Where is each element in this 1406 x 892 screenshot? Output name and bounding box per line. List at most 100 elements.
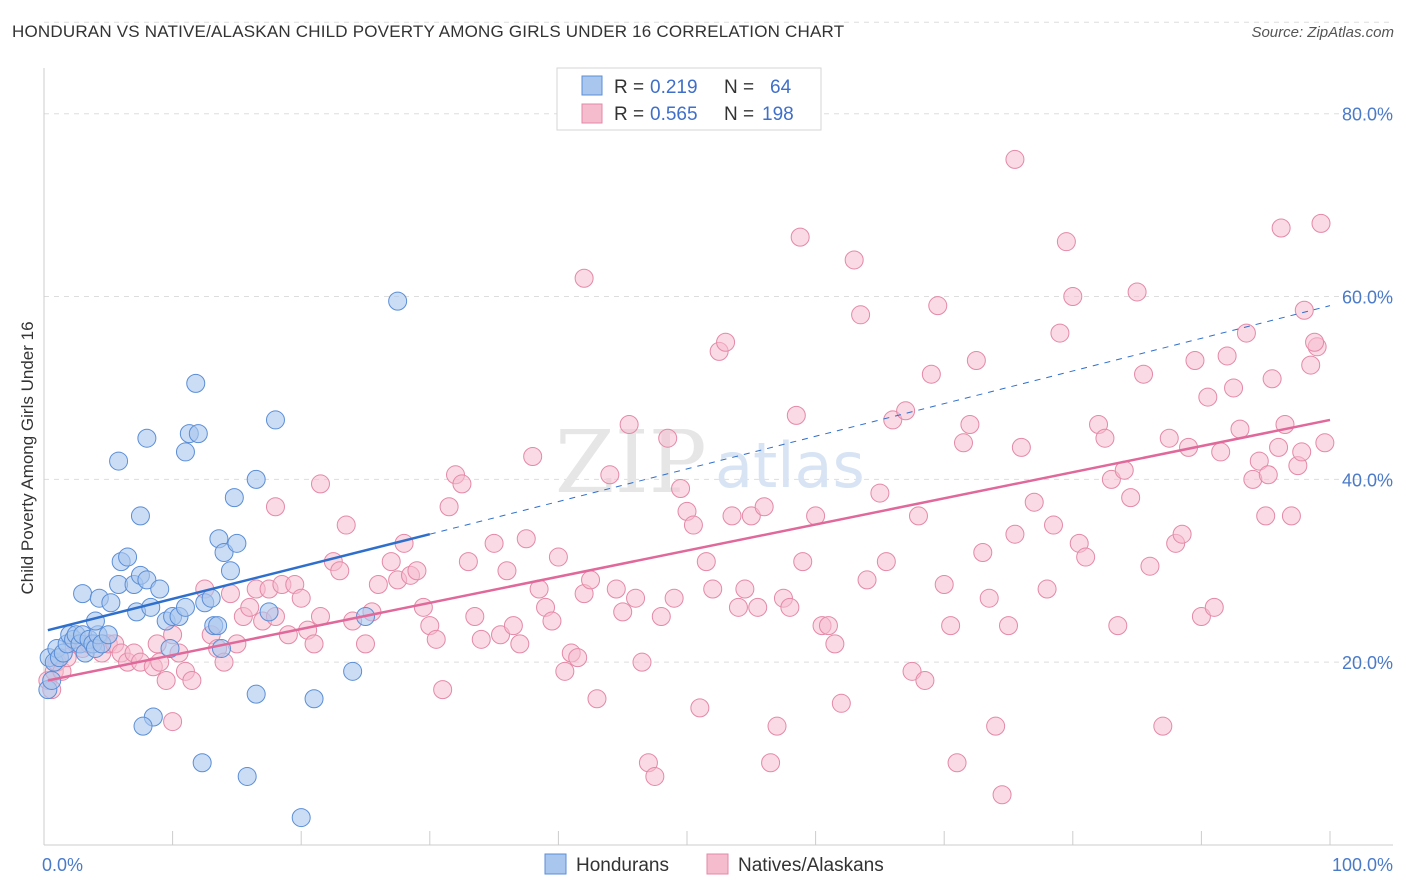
- native-point-85: [574, 268, 594, 288]
- native-point-90: [626, 588, 646, 608]
- native-point-70: [497, 561, 517, 581]
- y-tick-label-3: 80.0%: [1342, 105, 1393, 125]
- native-point-42: [304, 634, 324, 654]
- x-tick-labels: 0.0% 100.0%: [42, 855, 1393, 875]
- honduran-point-37: [175, 597, 195, 617]
- native-point-102: [703, 579, 723, 599]
- native-point-74: [523, 447, 543, 466]
- honduran-trend-extension: [429, 305, 1331, 535]
- legend-swatch-hondurans: [581, 75, 603, 96]
- x-tick-label-0: 0.0%: [42, 855, 83, 875]
- legend-r-value-hondurans: 0.219: [650, 77, 698, 98]
- native-point-96: [664, 588, 684, 608]
- native-point-32: [240, 597, 260, 617]
- native-point-195: [1258, 465, 1278, 485]
- native-point-24: [163, 712, 183, 732]
- native-point-174: [1211, 442, 1231, 462]
- honduran-point-46: [208, 616, 228, 636]
- native-point-73: [516, 529, 536, 549]
- bottom-legend-swatch-hondurans: [544, 853, 567, 875]
- native-point-191: [1315, 433, 1335, 453]
- honduran-point-50: [220, 561, 240, 581]
- native-point-133: [921, 364, 941, 384]
- native-point-97: [671, 478, 691, 498]
- native-point-101: [696, 552, 716, 572]
- native-point-44: [265, 497, 285, 517]
- native-point-50: [356, 634, 375, 654]
- native-point-190: [1311, 213, 1331, 233]
- native-point-71: [503, 616, 523, 636]
- native-point-188: [1301, 355, 1321, 375]
- honduran-point-39: [137, 428, 157, 448]
- native-point-115: [786, 405, 806, 425]
- native-point-134: [928, 296, 948, 316]
- native-point-91: [632, 652, 652, 672]
- native-point-153: [1063, 287, 1083, 307]
- native-point-132: [915, 670, 935, 690]
- legend-r-value-natives: 0.565: [650, 104, 698, 125]
- native-point-161: [1121, 488, 1141, 508]
- native-point-143: [986, 716, 1006, 736]
- native-point-127: [876, 552, 896, 572]
- native-point-139: [960, 415, 980, 435]
- legend-r-label-hondurans: R =: [614, 77, 644, 98]
- honduran-point-42: [188, 424, 208, 444]
- native-point-106: [728, 597, 748, 617]
- bottom-legend-label-natives: Natives/Alaskans: [738, 855, 884, 876]
- native-point-192: [1305, 332, 1325, 352]
- native-point-163: [1134, 364, 1154, 384]
- honduran-point-30: [137, 570, 157, 590]
- native-point-120: [818, 616, 838, 636]
- honduran-point-54: [259, 602, 279, 622]
- honduran-point-52: [227, 533, 247, 553]
- x-tick-label-1: 100.0%: [1332, 855, 1393, 875]
- native-point-53: [381, 552, 401, 572]
- y-tick-label-2: 60.0%: [1342, 288, 1393, 308]
- native-point-196: [1005, 149, 1025, 169]
- native-point-145: [999, 616, 1018, 636]
- bottom-legend-swatch-natives: [706, 853, 729, 875]
- hondurans-points: [38, 291, 408, 828]
- native-point-86: [600, 465, 620, 485]
- native-point-126: [870, 483, 890, 503]
- native-point-99: [683, 515, 703, 535]
- native-point-130: [902, 661, 922, 681]
- native-point-67: [471, 629, 491, 649]
- native-point-155: [1076, 547, 1096, 567]
- native-point-57: [407, 561, 427, 581]
- native-point-29: [220, 584, 240, 604]
- native-trend-line: [47, 418, 1331, 682]
- honduran-point-53: [246, 469, 266, 489]
- native-point-58: [413, 597, 433, 617]
- native-point-137: [947, 753, 967, 773]
- y-tick-label-0: 20.0%: [1342, 653, 1393, 673]
- native-point-142: [979, 588, 999, 608]
- native-point-62: [439, 497, 459, 517]
- native-point-125: [857, 570, 877, 590]
- native-point-23: [182, 670, 202, 690]
- native-point-172: [1198, 387, 1218, 407]
- honduran-point-58: [388, 291, 408, 311]
- honduran-point-40: [175, 442, 195, 462]
- honduran-point-49: [214, 542, 234, 562]
- native-point-140: [966, 351, 986, 371]
- native-point-94: [651, 606, 671, 626]
- honduran-trend-line: [47, 532, 431, 632]
- native-point-66: [465, 606, 485, 626]
- native-point-72: [510, 634, 530, 654]
- native-point-187: [1294, 300, 1314, 320]
- native-point-88: [613, 602, 633, 622]
- y-tick-labels: 20.0% 40.0% 60.0% 80.0%: [1342, 105, 1393, 673]
- honduran-point-56: [186, 373, 206, 393]
- native-point-150: [1044, 515, 1064, 535]
- legend-n-label-hondurans: N =: [724, 77, 754, 98]
- native-point-114: [780, 597, 800, 617]
- honduran-point-65: [192, 753, 212, 773]
- native-point-147: [1011, 437, 1031, 457]
- native-point-77: [542, 611, 562, 631]
- native-point-149: [1037, 579, 1057, 599]
- native-point-138: [953, 433, 973, 453]
- native-point-107: [735, 579, 755, 599]
- native-point-81: [568, 648, 588, 668]
- native-point-171: [1191, 606, 1211, 626]
